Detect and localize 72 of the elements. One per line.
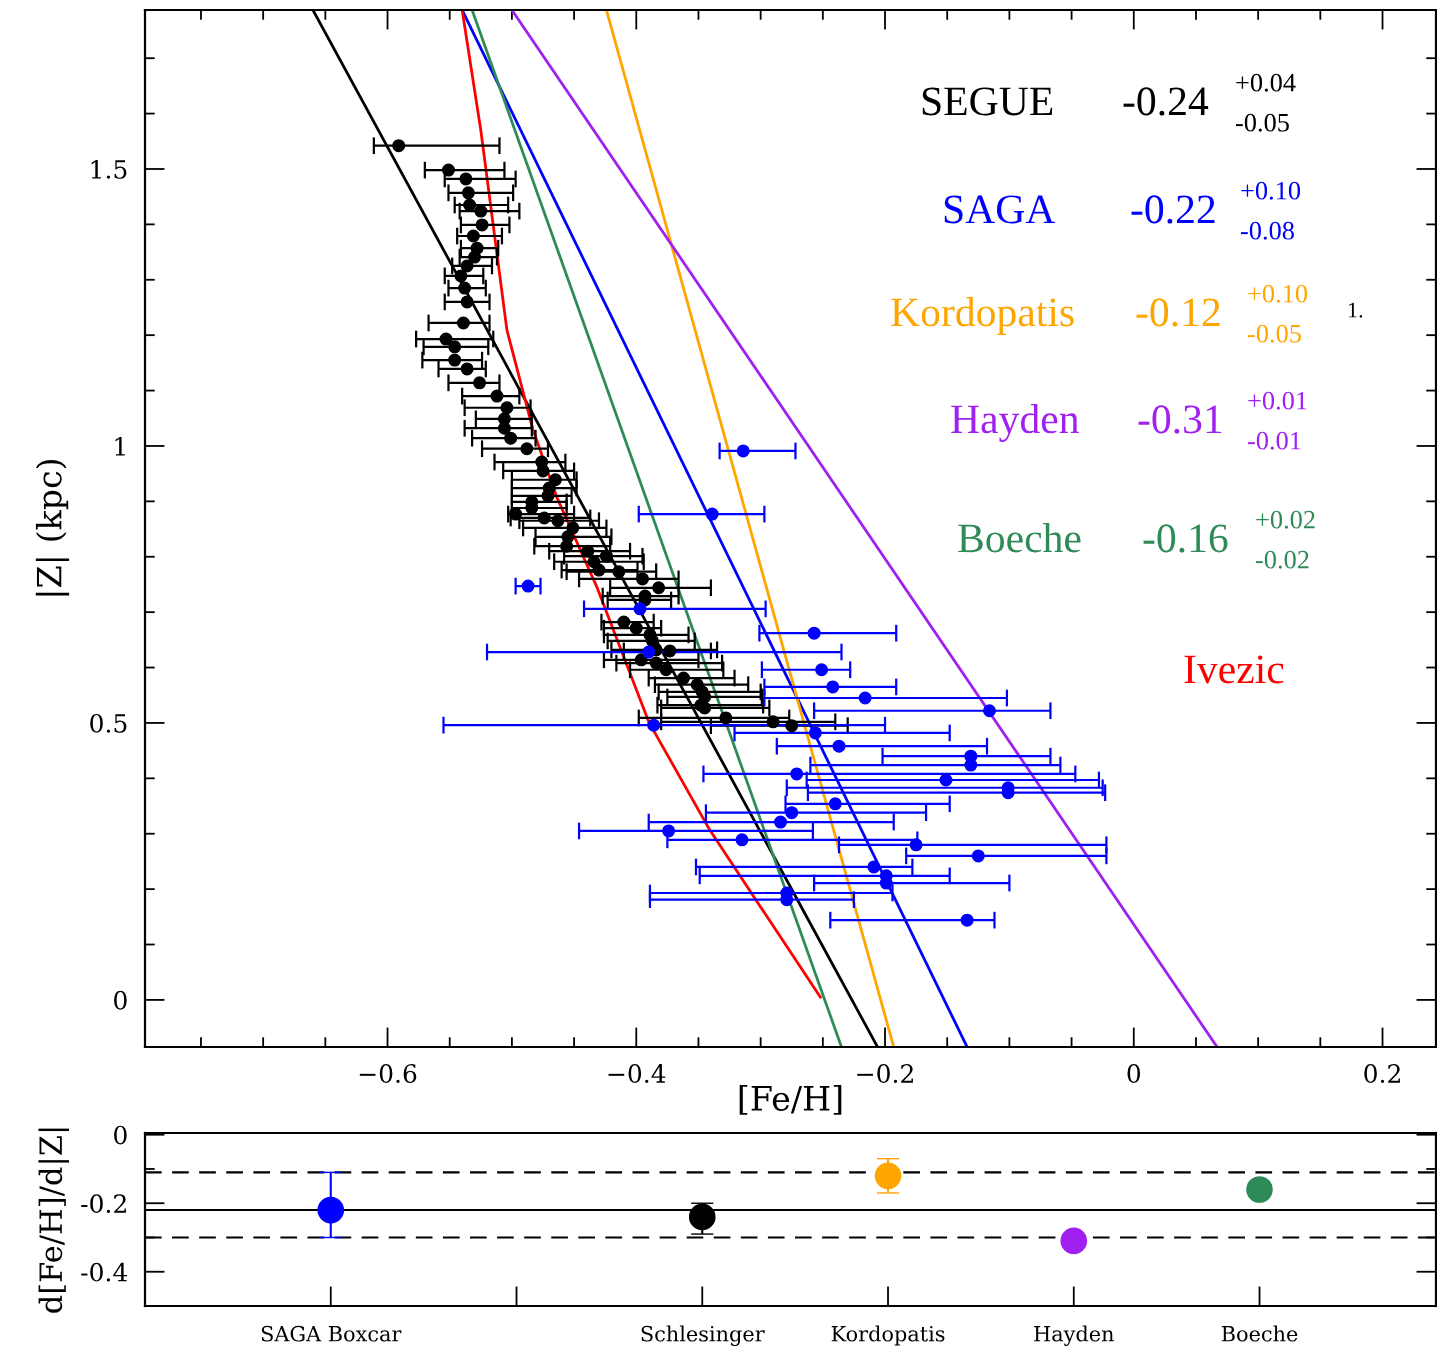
point — [909, 838, 923, 852]
point — [807, 626, 821, 640]
point — [774, 815, 788, 829]
point — [790, 767, 804, 781]
point — [688, 1203, 716, 1231]
annotation: -0.05 — [1235, 113, 1289, 132]
x-axis-title: [Fe/H] — [739, 1085, 842, 1115]
y-tick-label: -0.4 — [81, 1262, 128, 1282]
point — [521, 579, 535, 593]
x-tick-label: Boeche — [1221, 1325, 1298, 1342]
point — [815, 663, 829, 677]
annotation: -0.02 — [1255, 550, 1309, 569]
point — [705, 507, 719, 521]
annotation: -0.22 — [1131, 195, 1215, 224]
point — [662, 824, 676, 838]
annotation: -0.05 — [1247, 324, 1301, 343]
x-tick-label: −0.2 — [857, 1064, 913, 1084]
y-tick-label: 1.5 — [91, 159, 127, 179]
point — [1246, 1176, 1273, 1203]
annotation: Boeche — [958, 523, 1081, 553]
point — [736, 444, 750, 458]
y-tick-label: 1 — [115, 436, 125, 456]
x-tick-label: Kordopatis — [831, 1325, 945, 1346]
annotation: +0.02 — [1256, 510, 1315, 529]
point — [826, 680, 840, 694]
annotation: +0.04 — [1236, 73, 1296, 92]
point — [633, 602, 647, 616]
annotation: Ivezic — [1184, 655, 1284, 684]
point — [647, 718, 661, 732]
point — [964, 758, 978, 772]
annotation: SAGA — [944, 195, 1056, 224]
point — [832, 739, 846, 753]
annotation: +0.10 — [1241, 181, 1301, 200]
point — [939, 773, 953, 787]
y-tick-label: 0 — [114, 990, 127, 1010]
point — [867, 860, 881, 874]
annotation: -0.12 — [1136, 298, 1220, 327]
x-tick-label: 0 — [1127, 1064, 1141, 1084]
point — [735, 833, 749, 847]
x-tick-label: 0.2 — [1364, 1064, 1400, 1084]
x-tick-label: Schlesinger — [641, 1325, 765, 1346]
annotation: -0.31 — [1138, 405, 1222, 434]
x-tick-label: −0.6 — [359, 1064, 417, 1084]
annotation: -0.24 — [1123, 87, 1209, 116]
point — [960, 913, 974, 927]
y-tick-label: 0.5 — [90, 713, 127, 733]
annotation: +0.01 — [1248, 391, 1307, 410]
annotation: Kordopatis — [891, 297, 1074, 335]
annotation: -0.01 — [1247, 431, 1301, 450]
point — [785, 806, 799, 820]
y-axis-title: |Z| (kpc) — [35, 459, 70, 596]
x-tick-label: SAGA Boxcar — [261, 1325, 402, 1342]
point — [874, 1162, 902, 1190]
x-tick-label: −0.4 — [608, 1064, 666, 1084]
y-tick-label: -0.2 — [81, 1194, 126, 1214]
point — [971, 849, 985, 863]
annotation: +0.10 — [1248, 284, 1308, 303]
point — [982, 704, 997, 718]
point — [317, 1196, 345, 1224]
point — [1060, 1227, 1088, 1255]
y-tick-label: 0 — [114, 1125, 127, 1145]
annotation: 1. — [1348, 302, 1363, 318]
annotation: Hayden — [951, 404, 1079, 442]
x-tick-label: Hayden — [1034, 1325, 1114, 1346]
point — [642, 645, 656, 659]
point — [808, 726, 822, 740]
point — [828, 797, 842, 811]
y-axis-title: d[Fe/H]/d|Z| — [38, 1128, 70, 1313]
point — [858, 691, 872, 705]
annotation: SEGUE — [922, 87, 1053, 116]
annotation: -0.08 — [1240, 221, 1294, 240]
annotation: -0.16 — [1143, 524, 1228, 553]
